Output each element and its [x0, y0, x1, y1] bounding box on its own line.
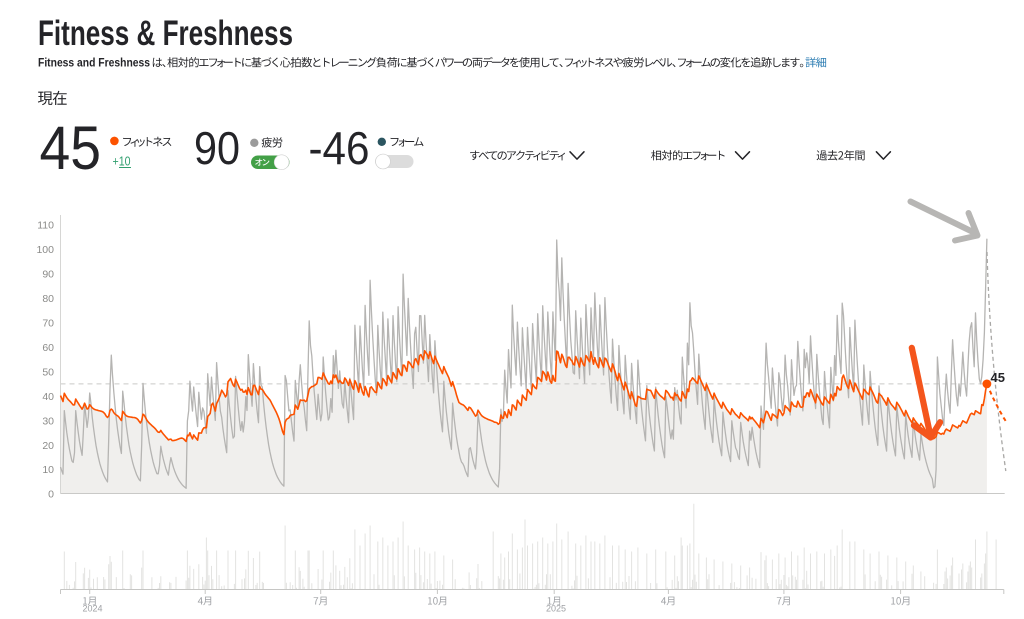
svg-text:2024: 2024: [82, 604, 102, 614]
svg-text:90: 90: [42, 268, 54, 280]
svg-text:80: 80: [42, 293, 54, 305]
svg-text:+10: +10: [113, 154, 131, 169]
svg-text:50: 50: [42, 366, 54, 378]
svg-text:20: 20: [42, 440, 54, 452]
svg-text:40: 40: [42, 391, 54, 403]
svg-text:10: 10: [42, 464, 54, 476]
svg-text:70: 70: [42, 317, 54, 329]
svg-text:-46: -46: [309, 122, 370, 174]
svg-text:Fitness and Freshness: Fitness and Freshness: [38, 58, 150, 70]
svg-text:2025: 2025: [546, 604, 566, 614]
svg-text:90: 90: [194, 122, 240, 174]
svg-text:45: 45: [40, 114, 102, 182]
svg-text:110: 110: [37, 220, 54, 232]
svg-text:30: 30: [42, 415, 54, 427]
svg-text:0: 0: [48, 489, 54, 501]
svg-text:60: 60: [42, 342, 54, 354]
svg-text:45: 45: [991, 370, 1005, 385]
svg-text:Fitness & Freshness: Fitness & Freshness: [38, 13, 293, 53]
svg-text:100: 100: [36, 244, 54, 256]
